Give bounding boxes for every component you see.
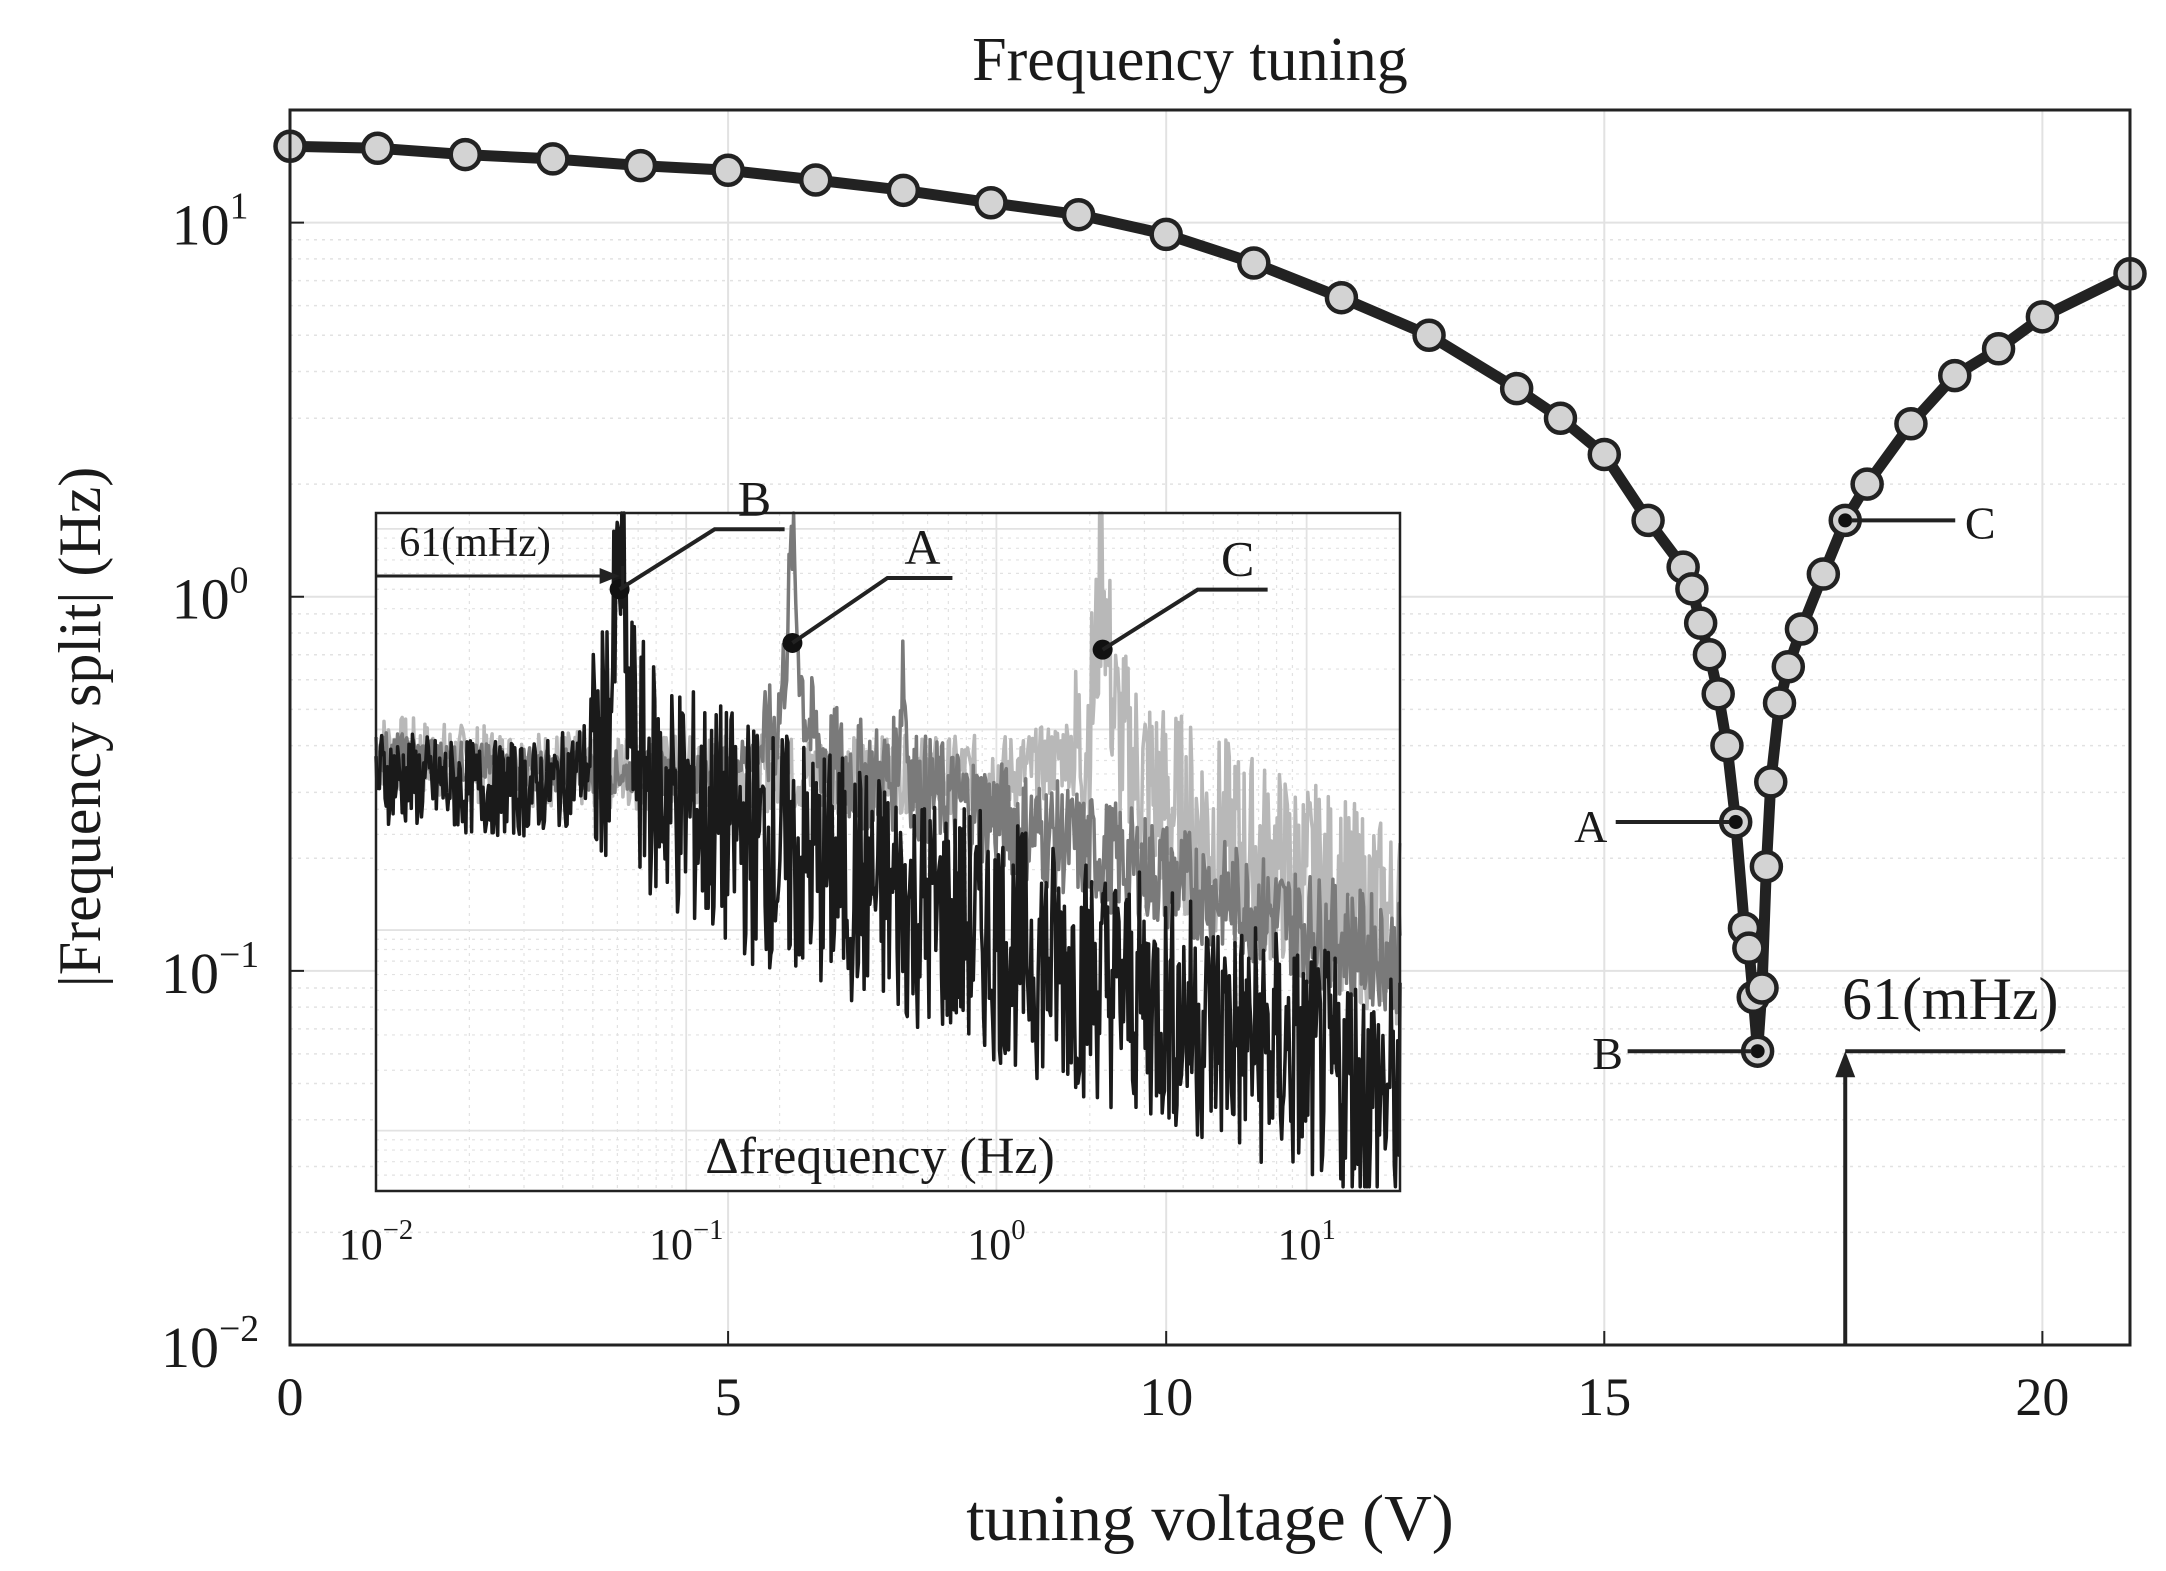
data-point [1237,246,1271,280]
inset-frame [374,511,1402,1193]
data-point [1701,677,1735,711]
label-B: B [1592,1028,1623,1079]
y-tick-labels: 10−2 10−1 100 101 [161,186,304,1380]
inset-61mhz-label: 61(mHz) [399,520,551,566]
inset-x-tick-label: 10−1 [649,1215,723,1269]
data-point [1749,849,1784,884]
min-split-arrow-head [1835,1051,1856,1078]
label-C: C [1965,497,1996,548]
inset-peak-leader [618,527,785,591]
data-point [974,186,1008,220]
y-tick-label: 101 [172,186,249,258]
inset-peak-label: C [1221,531,1254,587]
data-point [1683,606,1718,640]
inset-peak-leader [791,575,953,645]
inset-x-tick-labels: 10−2 10−1 100 101 [339,1215,1336,1269]
data-point [1981,332,2016,366]
x-tick-label: 15 [1577,1367,1631,1427]
main-plot-frame [288,108,2132,1347]
data-point [1806,557,1841,591]
inset-peak-leader [1101,587,1268,652]
x-tick-label: 20 [2015,1367,2069,1427]
inset-x-tick-label: 101 [1277,1215,1335,1269]
data-point [1061,197,1096,232]
data-point [1710,728,1744,763]
y-tick-label: 10−2 [161,1308,259,1380]
inset-61mhz-arrow-head [599,568,620,584]
data-point [536,142,570,176]
data-point [1938,358,1972,393]
main-annotations: A B C 61(mHz) [1574,497,2066,1345]
y-axis-label: |Frequency split| (Hz) [47,467,113,988]
data-point [886,173,921,208]
highlight-dot [1750,1044,1765,1059]
data-point [1499,371,1534,406]
data-point [1631,503,1665,538]
data-point [1754,765,1788,799]
inset-peak-label: A [904,519,940,575]
min-split-label: 61(mHz) [1842,966,2059,1032]
data-point [448,137,482,172]
data-point [360,131,395,166]
data-point [1675,572,1709,606]
highlight-dot [1728,814,1743,829]
data-point [1762,686,1797,720]
inset-peak-label: B [738,470,771,526]
data-point [1784,612,1819,646]
x-tick-label: 0 [277,1367,304,1427]
data-point [1894,407,1928,441]
data-point [798,163,833,197]
main-markers [273,129,2147,1068]
data-point [1412,318,1446,352]
highlight-dot [1838,513,1853,528]
inset-annotations: B A C 61(mHz) [376,470,1268,660]
data-point [1771,649,1806,684]
data-point [2025,300,2060,334]
inset-x-tick-label: 10−2 [339,1215,413,1269]
data-point [1692,637,1727,672]
y-tick-label: 10−1 [161,934,259,1006]
spectrum-line-B [374,511,1402,1189]
data-point [1732,931,1766,965]
x-tick-labels: 0 5 10 15 20 [277,1331,2069,1427]
label-A: A [1574,801,1607,852]
x-axis-label: tuning voltage (V) [966,1482,1454,1555]
data-point [623,148,658,183]
data-point [1324,280,1359,315]
data-point [1149,217,1183,252]
data-point [1543,401,1578,435]
y-tick-label: 100 [172,560,249,632]
x-tick-label: 10 [1139,1367,1193,1427]
data-point [1850,467,1884,501]
data-point [1745,971,1779,1005]
inset-spectrum: 10−2 10−1 100 101 Δfrequency (Hz) B A C 61(mHz… [339,470,1402,1269]
inset-x-axis-label: Δfrequency (Hz) [705,1128,1055,1185]
data-point [711,153,745,188]
x-tick-label: 5 [715,1367,742,1427]
chart-title: Frequency tuning [972,26,1408,94]
data-point [1587,437,1622,472]
inset-lines [374,511,1402,1189]
inset-x-tick-label: 100 [967,1215,1025,1269]
